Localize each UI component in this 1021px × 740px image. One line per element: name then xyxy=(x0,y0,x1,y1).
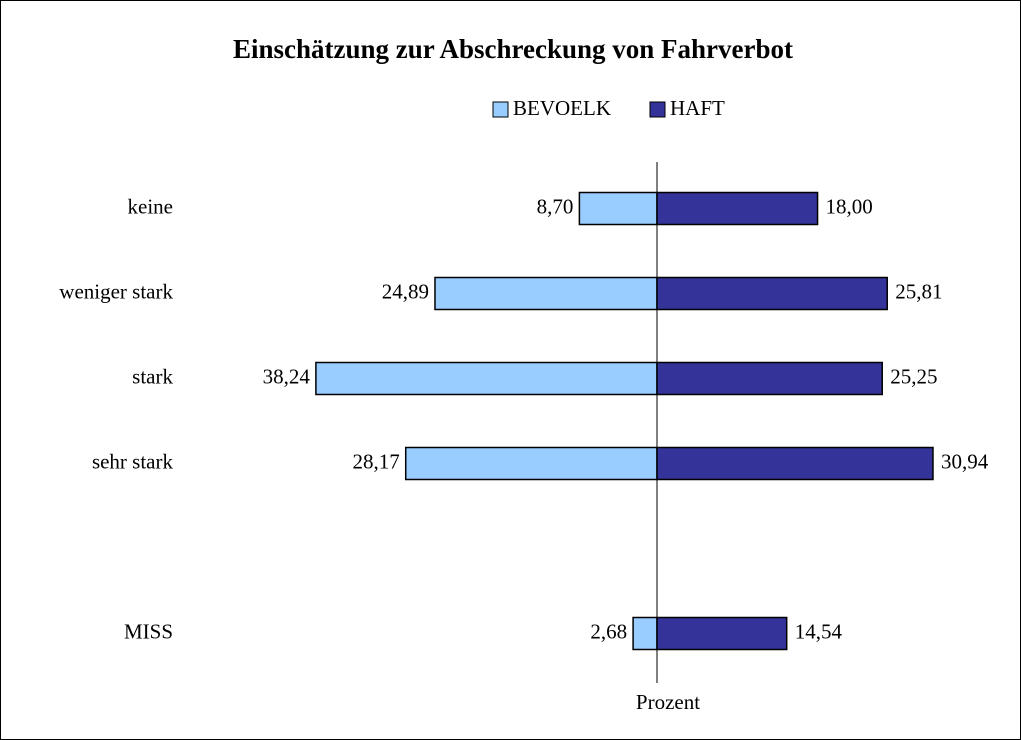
y-tick-label: MISS xyxy=(124,619,173,643)
bar xyxy=(404,446,658,481)
legend-label: HAFT xyxy=(670,96,725,120)
data-label: 28,17 xyxy=(352,449,399,473)
bar xyxy=(578,191,658,226)
bar xyxy=(632,616,658,651)
legend-label: BEVOELK xyxy=(513,96,611,120)
bar xyxy=(656,616,788,651)
data-label: 14,54 xyxy=(795,619,843,643)
data-label: 30,94 xyxy=(941,449,989,473)
bar xyxy=(656,361,883,396)
y-tick-label: weniger stark xyxy=(59,279,173,303)
y-tick-label: stark xyxy=(132,364,173,388)
y-tick-label: sehr stark xyxy=(92,449,174,473)
data-label: 24,89 xyxy=(382,279,429,303)
data-label: 2,68 xyxy=(590,619,627,643)
x-axis-label: Prozent xyxy=(636,690,700,714)
data-label: 38,24 xyxy=(263,364,311,388)
data-label: 8,70 xyxy=(537,194,574,218)
bar xyxy=(434,276,658,311)
chart-title: Einschätzung zur Abschreckung von Fahrve… xyxy=(233,34,793,64)
legend-swatch xyxy=(649,101,666,118)
bar xyxy=(656,446,934,481)
data-label: 25,25 xyxy=(890,364,937,388)
bar xyxy=(656,276,888,311)
data-label: 18,00 xyxy=(826,194,873,218)
y-tick-label: keine xyxy=(128,194,173,218)
bar xyxy=(315,361,658,396)
legend-swatch xyxy=(492,101,509,118)
data-label: 25,81 xyxy=(895,279,942,303)
bar xyxy=(656,191,819,226)
